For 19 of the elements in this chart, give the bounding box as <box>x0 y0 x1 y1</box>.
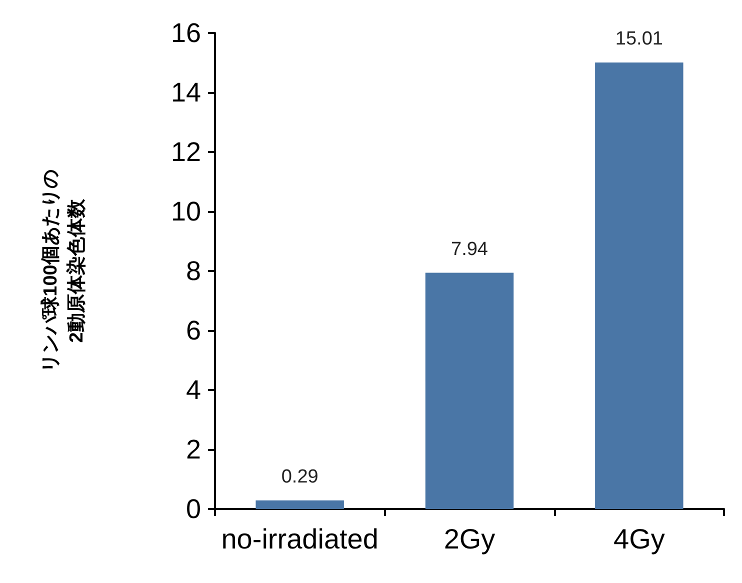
data-label: 7.94 <box>451 238 488 260</box>
data-label: 0.29 <box>281 466 318 488</box>
y-tick-label: 16 <box>170 18 201 48</box>
y-tick-label: 0 <box>186 494 201 524</box>
y-tick-label: 2 <box>186 434 201 464</box>
y-tick-label: 12 <box>170 137 201 167</box>
y-tick-label: 8 <box>186 256 201 286</box>
y-axis-title: リンパ球100個あたりの 2動原体染色体数 <box>40 170 88 372</box>
y-tick-label: 10 <box>170 196 201 226</box>
bar <box>595 62 684 509</box>
y-tick-label: 4 <box>186 375 201 405</box>
y-tick-label: 14 <box>170 78 201 108</box>
bar <box>256 500 344 509</box>
x-tick-label: 2Gy <box>444 524 496 554</box>
bar <box>425 272 514 509</box>
y-tick-label: 6 <box>186 316 201 346</box>
x-tick-label: no-irradiated <box>221 524 378 554</box>
data-label: 15.01 <box>615 28 663 50</box>
x-tick-label: 4Gy <box>613 524 665 554</box>
